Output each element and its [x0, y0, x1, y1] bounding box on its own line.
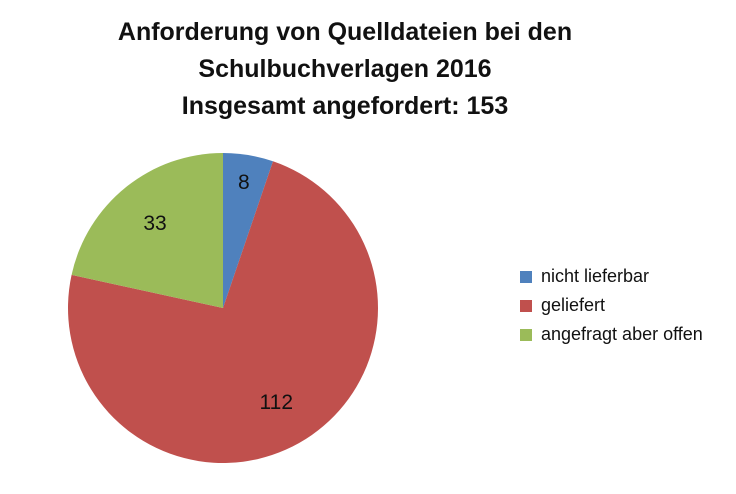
- legend: nicht lieferbar geliefert angefragt aber…: [520, 262, 703, 349]
- legend-swatch: [520, 328, 532, 341]
- chart-title-line-1: Anforderung von Quelldateien bei den: [117, 18, 573, 46]
- chart-title: Anforderung von Quelldateien bei den Sch…: [0, 14, 690, 125]
- legend-label: geliefert: [541, 295, 606, 315]
- legend-label: nicht lieferbar: [541, 266, 650, 286]
- pie-slice-angefragt-aber-offen: [71, 153, 223, 308]
- data-label-angefragt-aber-offen: 33: [143, 212, 166, 235]
- data-label-geliefert: 112: [260, 391, 293, 414]
- legend-swatch: [520, 270, 532, 283]
- data-label-nicht-lieferbar: 8: [238, 171, 250, 194]
- legend-item-angefragt-aber-offen: angefragt aber offen: [520, 320, 703, 349]
- chart-title-line-3: Insgesamt angefordert: 153: [181, 92, 509, 120]
- chart-title-line-2: Schulbuchverlagen 2016: [198, 55, 492, 83]
- pie-slice-nicht-lieferbar: [223, 153, 274, 308]
- legend-swatch: [520, 299, 532, 312]
- pie-slice-geliefert: [68, 161, 379, 464]
- legend-item-nicht-lieferbar: nicht lieferbar: [520, 262, 703, 291]
- legend-item-geliefert: geliefert: [520, 291, 703, 320]
- legend-label: angefragt aber offen: [541, 324, 703, 344]
